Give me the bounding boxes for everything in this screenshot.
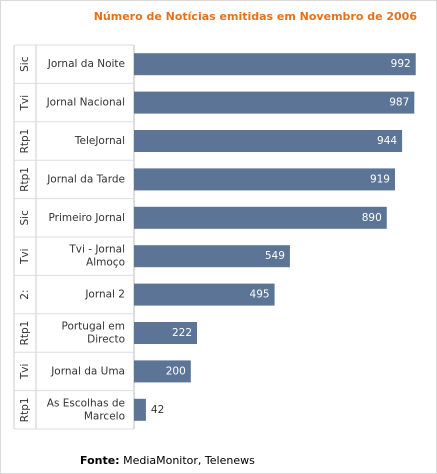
category-label: Jornal da Noite bbox=[47, 58, 125, 70]
category-label: TeleJornal bbox=[74, 135, 125, 147]
category-label: Marcelo bbox=[84, 410, 125, 422]
source-label: Fonte: bbox=[80, 454, 120, 467]
channel-label: Tvi bbox=[19, 248, 31, 265]
channel-label: Rtp1 bbox=[19, 129, 31, 154]
bar bbox=[134, 283, 275, 306]
bar bbox=[134, 322, 198, 344]
category-label: As Escolhas de bbox=[47, 397, 125, 409]
data-label: 890 bbox=[362, 212, 382, 224]
channel-label: Rtp1 bbox=[19, 397, 31, 422]
data-label: 919 bbox=[370, 173, 390, 185]
category-label: Portugal em bbox=[61, 321, 125, 333]
category-label: Jornal da Uma bbox=[50, 365, 125, 377]
bar bbox=[134, 91, 415, 114]
data-label: 549 bbox=[265, 250, 285, 262]
category-label: Primeiro Jornal bbox=[49, 212, 126, 224]
data-label: 495 bbox=[250, 289, 270, 301]
bar bbox=[134, 53, 416, 76]
data-label: 992 bbox=[391, 58, 411, 70]
channel-label: Sic bbox=[19, 56, 31, 72]
source-value: MediaMonitor, Telenews bbox=[123, 454, 255, 467]
channel-label: Tvi bbox=[19, 364, 31, 381]
data-label: 42 bbox=[151, 404, 164, 416]
data-label: 944 bbox=[377, 135, 397, 147]
bar bbox=[134, 245, 290, 268]
category-label: Jornal 2 bbox=[84, 289, 125, 301]
data-label: 222 bbox=[172, 327, 192, 339]
bar bbox=[134, 206, 387, 229]
data-label: 200 bbox=[166, 365, 186, 377]
bar bbox=[134, 360, 191, 383]
category-label: Almoço bbox=[86, 257, 125, 269]
bar bbox=[134, 398, 146, 421]
category-label: Jornal da Tarde bbox=[46, 173, 125, 185]
channel-label: Sic bbox=[19, 210, 31, 226]
channel-label: Rtp1 bbox=[19, 167, 31, 192]
bar bbox=[134, 168, 395, 191]
category-label: Jornal Nacional bbox=[46, 97, 125, 109]
data-label: 987 bbox=[389, 97, 409, 109]
category-label: Directo bbox=[87, 334, 125, 346]
channel-label: Rtp1 bbox=[19, 321, 31, 346]
bar bbox=[134, 130, 403, 152]
channel-label: 2: bbox=[19, 289, 31, 299]
chart-source: Fonte: MediaMonitor, Telenews bbox=[80, 454, 255, 467]
category-label: Tvi - Jornal bbox=[68, 244, 125, 256]
channel-label: Tvi bbox=[19, 95, 31, 112]
chart-title: Número de Notícias emitidas em Novembro … bbox=[93, 10, 417, 23]
